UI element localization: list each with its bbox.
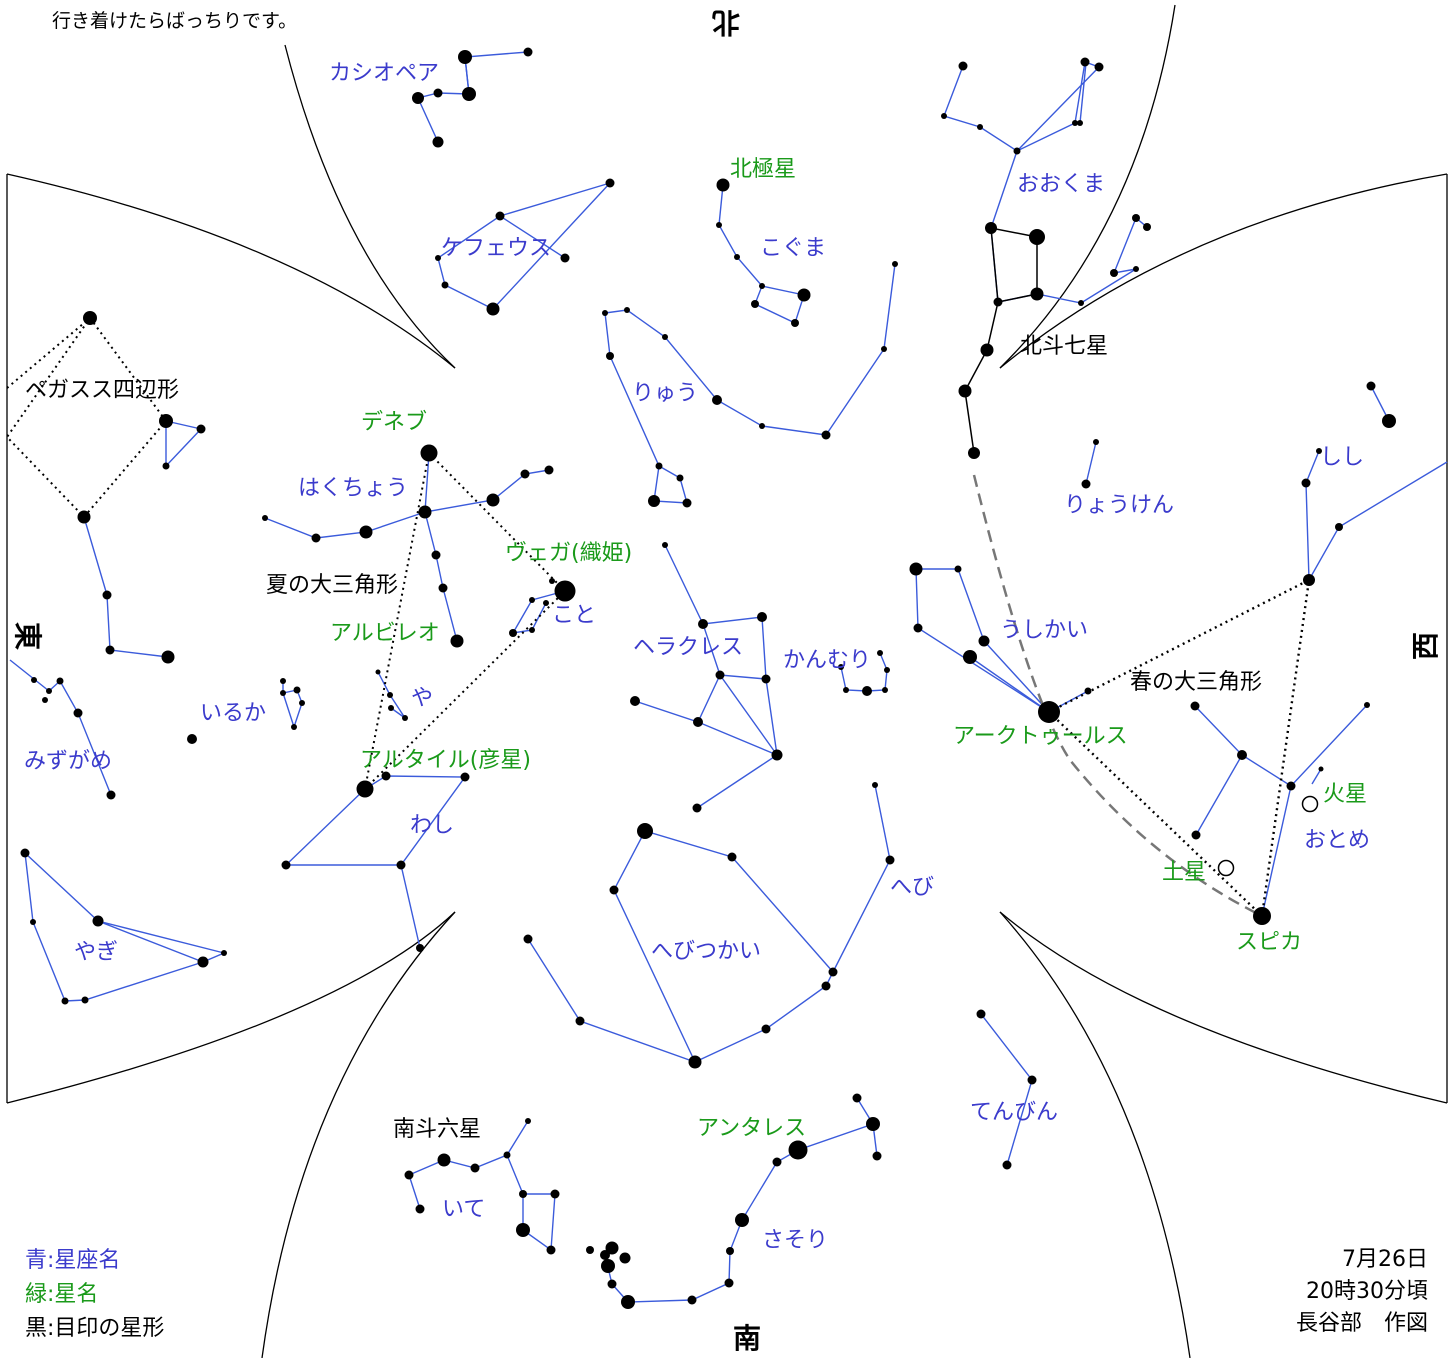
pegasus-square [5, 316, 168, 519]
canes-venatici-lines [1085, 441, 1097, 485]
label-mars: 火星 [1323, 782, 1368, 807]
legend-green: 緑:星名 [25, 1282, 99, 1308]
label-saturn: 土星 [1162, 860, 1207, 885]
corona-lines [840, 652, 888, 692]
andromeda-lines [83, 516, 169, 658]
label-ursa-minor: こぐま [760, 236, 827, 261]
label-corona-borealis: かんむり [783, 648, 872, 673]
aquila-lines-2 [400, 864, 421, 949]
saturn-marker [1217, 859, 1235, 877]
label-scorpius: さそり [762, 1228, 829, 1253]
label-bootes: うしかい [1000, 618, 1089, 643]
virgo-lines-3 [1261, 785, 1292, 917]
serpens-lines [527, 784, 891, 1063]
time-text: 20時30分頃 [1306, 1278, 1428, 1304]
spring-triangle [1046, 577, 1311, 919]
label-arcturus: アークトゥールス [953, 724, 1128, 749]
leo-lines-2 [1305, 450, 1448, 583]
legend-black: 黒:目印の星形 [25, 1316, 165, 1342]
pegasus-extra [165, 420, 203, 468]
virgo-lines-4 [1311, 768, 1322, 785]
ursa-major-lines-3 [1079, 62, 1087, 124]
cassiopeia-lines [417, 51, 529, 143]
sagittarius-lines-2 [506, 1154, 556, 1252]
label-spring-triangle: 春の大三角形 [1130, 670, 1263, 695]
spring-arc [972, 474, 1263, 918]
label-summer-triangle: 夏の大三角形 [266, 573, 399, 598]
label-cassiopeia: カシオペア [329, 61, 440, 86]
west-bottom-curve [999, 911, 1448, 1104]
cepheus-lines-2 [499, 215, 566, 259]
stars [20, 47, 1396, 1309]
direction-east: 東 [11, 621, 45, 651]
direction-west: 西 [1409, 631, 1443, 661]
direction-north: 北 [712, 6, 741, 39]
sagittarius-lines-1 [408, 1120, 529, 1210]
sagitta-lines [377, 671, 406, 719]
label-altair: アルタイル(彦星) [360, 748, 531, 773]
se-curve [261, 911, 456, 1358]
label-pegasus-square: ペガスス四辺形 [25, 378, 180, 403]
label-leo: しし [1320, 445, 1365, 470]
label-draco: りゅう [632, 381, 699, 406]
virgo-lines-1 [1194, 704, 1368, 787]
label-aquarius: みずがめ [24, 749, 113, 774]
ursa-major-lines-1 [943, 61, 1101, 152]
label-cepheus: ケフェウス [441, 236, 552, 261]
label-big-dipper: 北斗七星 [1020, 334, 1109, 359]
label-sagitta: や [411, 686, 434, 711]
mars-marker [1301, 795, 1319, 813]
horizon-curves [6, 4, 1448, 1358]
virgo-lines-2 [1195, 754, 1243, 836]
draco-lines [604, 263, 896, 504]
ne-curve [284, 44, 456, 369]
date-text: 7月26日 [1342, 1247, 1428, 1272]
nw-curve [999, 4, 1176, 369]
ursa-minor-lines [718, 184, 805, 324]
label-hercules: ヘラクレス [633, 635, 744, 660]
label-capricornus: やぎ [74, 940, 119, 965]
label-aquila: わし [410, 813, 455, 838]
capricornus-lines-1 [24, 852, 227, 963]
cepheus-lines [437, 182, 611, 310]
top-note: 行き着けたらばっちりです。 [52, 10, 298, 32]
west-top-curve [999, 173, 1448, 369]
bootes-lines [915, 568, 1050, 713]
label-milk-dipper: 南斗六星 [393, 1117, 482, 1142]
label-lyra: こと [552, 603, 597, 628]
direction-south: 南 [733, 1322, 762, 1355]
label-delphinus: いるか [200, 701, 267, 726]
label-antares: アンタレス [697, 1116, 807, 1141]
label-polaris: 北極星 [730, 157, 797, 182]
label-cygnus: はくちょう [298, 476, 409, 501]
pegasus-edge [6, 317, 91, 389]
legend: 青:星座名 緑:星名 黒:目印の星形 [25, 1244, 164, 1346]
hercules-lines-3 [696, 721, 779, 809]
legend-blue: 青:星座名 [25, 1248, 121, 1273]
label-serpens: へび [890, 875, 935, 900]
label-virgo: おとめ [1304, 828, 1371, 853]
bootes-lines-2 [969, 656, 1050, 713]
label-deneb: デネブ [361, 410, 428, 435]
author-text: 長谷部 作図 [1295, 1310, 1428, 1336]
sw-curve [999, 911, 1191, 1358]
footer-info: 7月26日 20時30分頃 長谷部 作図 [1296, 1244, 1428, 1340]
cygnus-lines-2 [424, 452, 458, 642]
label-vega: ヴェガ(織姫) [505, 541, 633, 566]
east-top-curve [6, 173, 456, 369]
hercules-lines-2 [634, 674, 767, 723]
label-canes-venatici: りょうけん [1064, 493, 1175, 518]
label-spica: スピカ [1236, 930, 1303, 955]
label-albireo: アルビレオ [330, 621, 440, 646]
label-ophiuchus: へびつかい [651, 939, 762, 964]
summer-triangle [363, 450, 567, 792]
planets [1217, 795, 1319, 877]
label-sagittarius: いて [442, 1197, 486, 1222]
libra-lines [980, 1013, 1033, 1166]
big-dipper-handle [964, 301, 999, 454]
label-ursa-major: おおくま [1017, 172, 1106, 197]
label-libra: てんびん [970, 1100, 1059, 1125]
asterism-lines [5, 227, 1311, 919]
